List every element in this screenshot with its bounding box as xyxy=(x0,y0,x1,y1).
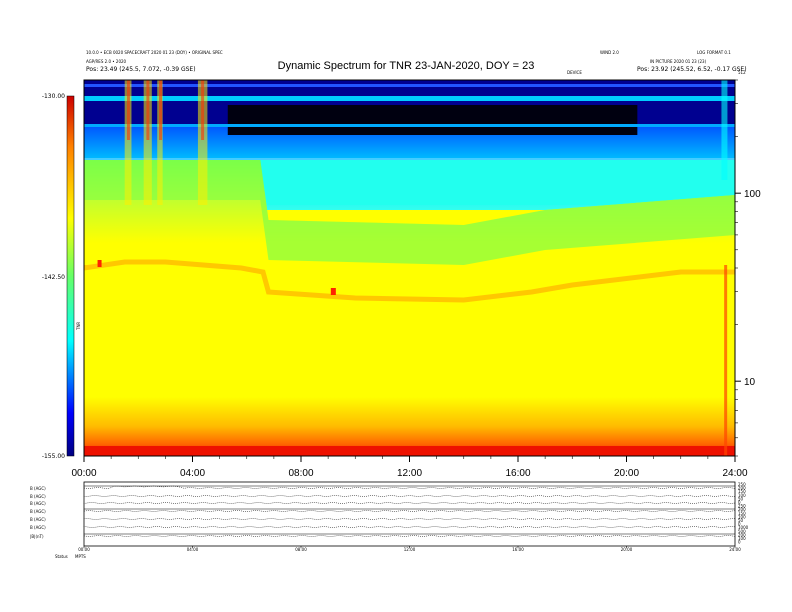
bottom-trace-1 xyxy=(83,495,736,497)
x-axis: 00:00 04:00 08:00 12:00 16:00 20:00 24:00 xyxy=(71,456,748,479)
x-tick-label-1: 04:00 xyxy=(180,468,205,479)
header-center-small: DEVICE xyxy=(567,70,582,75)
x-tick-label-4: 16:00 xyxy=(505,468,530,479)
colorbar-tick-mid: -142.50 xyxy=(42,274,65,281)
y-axis-right: 100 10 xyxy=(735,79,761,457)
header-corner: 512 xyxy=(738,70,746,75)
header-right-line-3: IN PICTURE 2020 01 23 (23) xyxy=(650,59,707,64)
burst-core-1 xyxy=(126,80,130,140)
x-tick-label-0: 00:00 xyxy=(71,468,96,479)
bottom-right-label-2: 150 xyxy=(738,489,746,494)
marker-2 xyxy=(330,288,336,295)
bottom-right-label-6: 250 xyxy=(738,504,746,509)
bottom-x-label-6: 24:00 xyxy=(729,547,741,552)
bottom-left-label-6: |B|(nT) xyxy=(30,534,44,539)
x-tick-label-5: 20:00 xyxy=(614,468,639,479)
spectrum-line-4 xyxy=(84,158,735,160)
spectrum-image xyxy=(84,80,735,456)
marker-1 xyxy=(97,260,102,267)
bottom-right-label-8: 150 xyxy=(738,511,746,516)
colorbar-label: TNR xyxy=(76,322,81,331)
header-right-line-1: WIND 2.0 xyxy=(600,50,619,55)
bottom-panel: B (AGC) B (AGC) B (AGC) B (AGC) B (AGC) B (AG… xyxy=(30,481,749,559)
header-left-line-1: 10.0.0 • ECB 0020 SPACECRAFT 2020 01 23 … xyxy=(86,50,223,55)
colorbar-tick-top: -130.00 xyxy=(42,93,65,100)
end-burst xyxy=(721,80,728,180)
colorbar xyxy=(66,95,75,457)
bottom-right-label-15: 100 xyxy=(738,536,746,541)
spectrum-line-2 xyxy=(84,124,735,127)
bottom-right-label-12: 1000 xyxy=(738,525,749,530)
bottom-right-label-7: 200 xyxy=(738,507,746,512)
burst-core-4 xyxy=(201,80,205,140)
bottom-x-label-3: 12:00 xyxy=(404,547,416,552)
bottom-right-label-14: 200 xyxy=(738,532,746,537)
header-right-line-2: LOG FORMAT 0.1 xyxy=(697,50,731,55)
bottom-trace-0 xyxy=(83,485,736,489)
bottom-footer-0: Status xyxy=(55,554,68,559)
bottom-right-label-9: 100 xyxy=(738,514,746,519)
x-tick-label-3: 12:00 xyxy=(397,468,422,479)
bottom-footer-1: MPTS xyxy=(75,554,86,559)
bottom-trace-5 xyxy=(83,526,736,528)
spectrum-line-1 xyxy=(84,96,735,101)
bottom-left-label-0: B (AGC) xyxy=(30,486,46,491)
bottom-right-label-0: 250 xyxy=(738,482,746,487)
bottom-trace-6 xyxy=(83,535,736,537)
y-tick-label-0: 100 xyxy=(744,189,761,200)
end-spike xyxy=(724,265,728,456)
bottom-left-label-4: B (AGC) xyxy=(30,517,46,522)
bottom-right-label-4: 50 xyxy=(738,496,744,501)
x-tick-label-6: 24:00 xyxy=(722,468,747,479)
bottom-x-label-2: 08:00 xyxy=(295,547,307,552)
bottom-trace-4 xyxy=(83,518,736,520)
spectrum-bottom-edge xyxy=(84,446,735,456)
burst-2 xyxy=(143,80,152,205)
chart-title: Dynamic Spectrum for TNR 23-JAN-2020, DO… xyxy=(278,60,535,72)
bottom-right-label-5: 0 xyxy=(738,500,741,505)
colorbar-tick-bottom: -155.00 xyxy=(42,453,65,460)
spectrum-green-layer xyxy=(84,160,735,265)
bottom-trace-3 xyxy=(83,510,736,512)
x-tick-label-2: 08:00 xyxy=(288,468,313,479)
bottom-x-label-1: 04:00 xyxy=(187,547,199,552)
bottom-left-label-1: B (AGC) xyxy=(30,494,46,499)
bottom-left-label-2: B (AGC) xyxy=(30,501,46,506)
bottom-trace-2 xyxy=(83,502,736,504)
bottom-left-label-3: B (AGC) xyxy=(30,509,46,514)
bottom-right-label-16: 0 xyxy=(738,540,741,545)
burst-core-3 xyxy=(159,80,163,140)
burst-4 xyxy=(197,80,208,205)
burst-3 xyxy=(157,80,163,205)
header-right-position: Pos: 23.92 (245.52, 6.52, -0.17 GSE) xyxy=(637,66,747,73)
header-left-line-2: AGP/RES 2.0 • 2020 xyxy=(86,59,127,64)
bottom-x-label-5: 20:00 xyxy=(621,547,633,552)
spectrum-dark-block xyxy=(227,105,638,135)
burst-1 xyxy=(124,80,132,205)
y-tick-label-1: 10 xyxy=(744,377,756,388)
bottom-right-label-11: 0 xyxy=(738,522,741,527)
bottom-right-label-13: 500 xyxy=(738,529,746,534)
burst-core-2 xyxy=(146,80,150,140)
bottom-left-label-5: B (AGC) xyxy=(30,525,46,530)
spectrum-line-3 xyxy=(84,84,735,87)
bottom-x-label-4: 16:00 xyxy=(512,547,524,552)
header-left-position: Pos: 23.49 (245.5, 7.072, -0.39 GSE) xyxy=(86,66,196,73)
bottom-right-label-3: 100 xyxy=(738,493,746,498)
bottom-x-label-0: 00:00 xyxy=(78,547,90,552)
spectrum-plasma-line xyxy=(84,259,735,303)
bottom-right-label-10: 50 xyxy=(738,518,744,523)
bottom-right-label-1: 200 xyxy=(738,486,746,491)
